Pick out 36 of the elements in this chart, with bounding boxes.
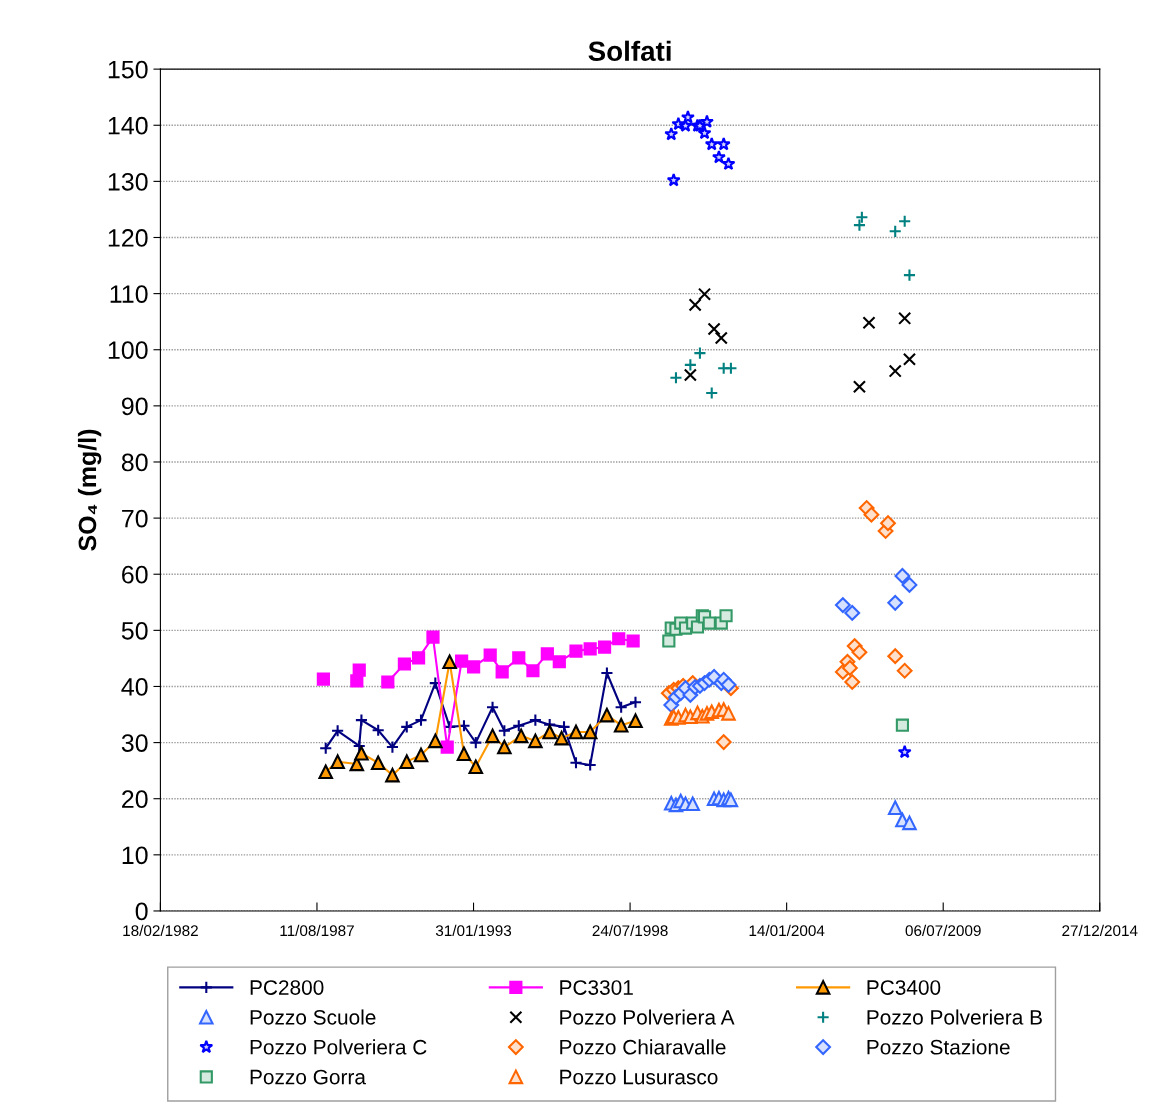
y-tick-label: 0	[135, 902, 148, 921]
y-tick-label: 80	[121, 453, 148, 472]
y-tick-label: 110	[110, 285, 148, 303]
y-tick-label: 10	[122, 846, 148, 865]
y-tick-label: 40	[121, 678, 148, 696]
y-tick-label: 30	[121, 734, 148, 752]
legend-label: Pozzo Polveriera B	[867, 1009, 1042, 1025]
legend-label: Pozzo Scuole	[250, 1009, 376, 1025]
y-tick-label: 130	[108, 172, 148, 191]
legend-label: PC3301	[560, 980, 633, 995]
x-tick-label: 24/07/1998	[592, 924, 668, 937]
y-tick-label: 100	[108, 341, 148, 360]
y-tick-label: 140	[108, 116, 148, 135]
y-tick-label: 120	[108, 229, 148, 247]
y-tick-label: 60	[122, 565, 148, 584]
x-tick-label: 31/01/1993	[435, 924, 512, 937]
x-tick-label: 18/02/1982	[123, 924, 198, 937]
legend-label: PC3400	[867, 980, 941, 995]
legend-label: Pozzo Lusurasco	[560, 1069, 718, 1085]
legend-label: Pozzo Polveriera A	[560, 1009, 735, 1025]
legend-label: Pozzo Gorra	[250, 1069, 366, 1085]
y-tick-label: 50	[121, 621, 148, 640]
legend-label: Pozzo Stazione	[867, 1039, 1010, 1055]
chart-title: Solfati	[588, 40, 671, 62]
y-tick-label: 20	[122, 790, 148, 809]
legend-label: Pozzo Chiaravalle	[560, 1039, 726, 1055]
y-tick-label: 70	[122, 509, 148, 528]
x-tick-label: 11/08/1987	[280, 924, 354, 937]
x-tick-label: 14/01/2004	[749, 924, 825, 937]
legend-label: PC2800	[250, 980, 324, 995]
y-tick-label: 90	[121, 397, 148, 416]
x-tick-label: 06/07/2009	[905, 924, 981, 937]
y-axis-title: SO₄ (mg/l)	[77, 429, 102, 551]
legend-label: Pozzo Polveriera C	[250, 1039, 427, 1055]
x-tick-label: 27/12/2014	[1062, 924, 1138, 937]
y-tick-label: 150	[108, 60, 148, 79]
